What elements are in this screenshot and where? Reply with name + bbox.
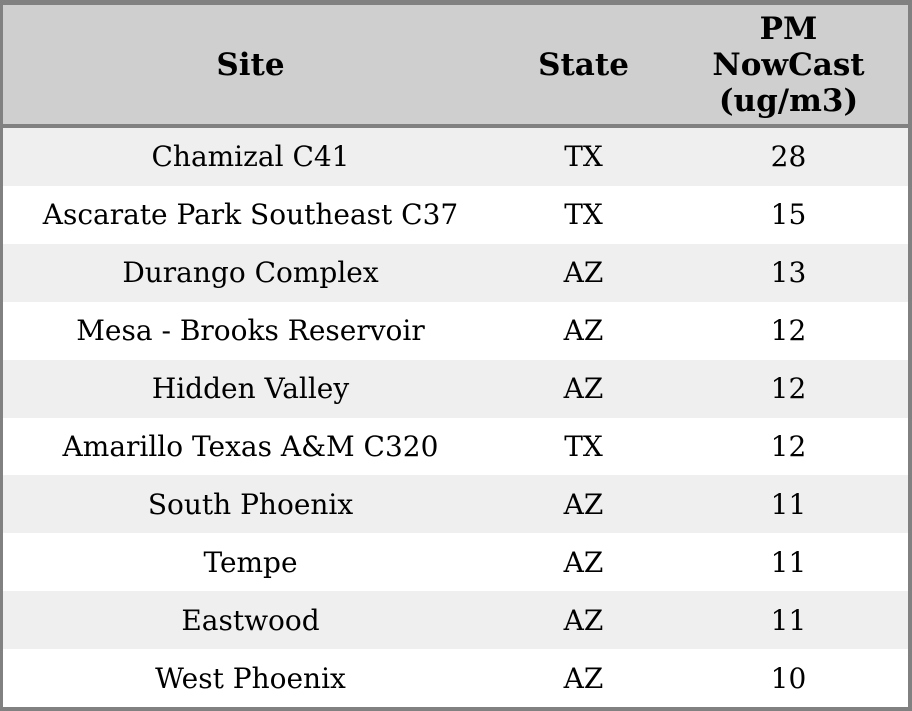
cell-site: West Phoenix: [155, 661, 346, 695]
cell-state: AZ: [563, 661, 604, 695]
cell-state: AZ: [563, 603, 604, 637]
table-row: Tempe AZ 11: [3, 533, 908, 592]
table-row: Ascarate Park Southeast C37 TX 15: [3, 185, 908, 244]
cell-pm: 28: [770, 140, 807, 174]
cell-pm: 12: [770, 314, 807, 348]
cell-site: Ascarate Park Southeast C37: [42, 198, 459, 232]
cell-site: Tempe: [203, 545, 298, 579]
cell-state: AZ: [563, 372, 604, 406]
cell-state: TX: [564, 198, 603, 232]
cell-site: Hidden Valley: [151, 372, 350, 406]
cell-pm: 15: [770, 198, 807, 232]
cell-state: TX: [564, 429, 603, 463]
cell-pm: 13: [770, 256, 807, 290]
header-cell-pm-nowcast: PM NowCast (ug/m3): [669, 5, 908, 124]
cell-site: Mesa - Brooks Reservoir: [76, 314, 425, 348]
table-header-row: Site State PM NowCast (ug/m3): [3, 5, 908, 128]
header-cell-state: State: [498, 5, 669, 124]
table-row: Amarillo Texas A&M C320 TX 12: [3, 417, 908, 476]
cell-state: AZ: [563, 487, 604, 521]
cell-pm: 11: [770, 603, 807, 637]
header-label-state: State: [538, 46, 629, 83]
cell-state: TX: [564, 140, 603, 174]
header-label-pm-nowcast: PM NowCast (ug/m3): [712, 10, 865, 119]
table-row: West Phoenix AZ 10: [3, 649, 908, 708]
cell-site: South Phoenix: [147, 487, 354, 521]
table-row: Eastwood AZ 11: [3, 591, 908, 650]
table-row: Durango Complex AZ 13: [3, 243, 908, 302]
table-row: South Phoenix AZ 11: [3, 475, 908, 534]
cell-pm: 10: [770, 661, 807, 695]
table-row: Hidden Valley AZ 12: [3, 359, 908, 418]
cell-pm: 11: [770, 545, 807, 579]
cell-site: Durango Complex: [122, 256, 379, 290]
table-row: Chamizal C41 TX 28: [3, 128, 908, 186]
cell-site: Eastwood: [181, 603, 320, 637]
header-label-site: Site: [216, 46, 285, 83]
cell-state: AZ: [563, 256, 604, 290]
cell-state: AZ: [563, 314, 604, 348]
cell-pm: 12: [770, 429, 807, 463]
cell-site: Amarillo Texas A&M C320: [62, 429, 439, 463]
cell-state: AZ: [563, 545, 604, 579]
cell-pm: 12: [770, 372, 807, 406]
table-row: Mesa - Brooks Reservoir AZ 12: [3, 301, 908, 360]
cell-pm: 11: [770, 487, 807, 521]
cell-site: Chamizal C41: [151, 140, 350, 174]
header-cell-site: Site: [3, 5, 498, 124]
